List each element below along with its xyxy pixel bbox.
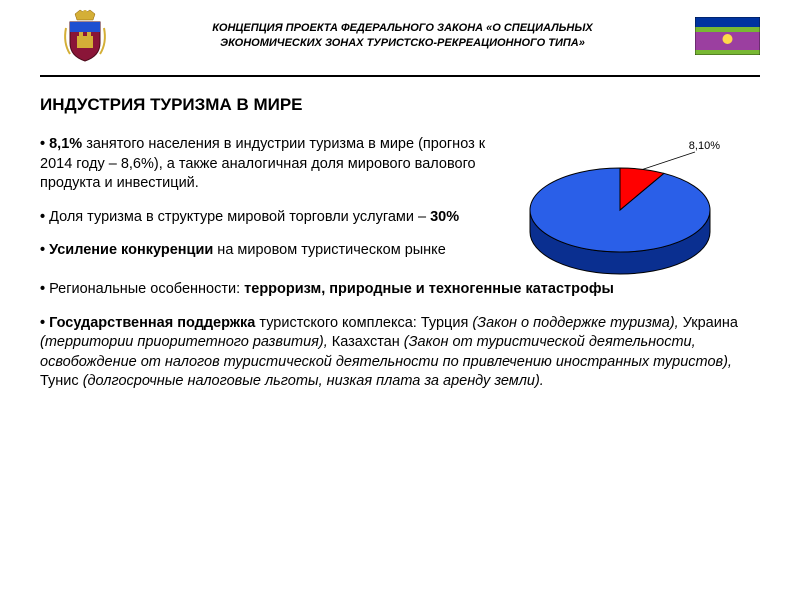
bullet-2: • Доля туризма в структуре мировой торго… <box>40 208 495 228</box>
bullet-5-i1: (Закон о поддержке туризма), <box>472 315 678 331</box>
bullet-3: • Усиление конкуренции на мировом турист… <box>40 241 495 261</box>
bullet-4-bold: терроризм, природные и техногенные катас… <box>244 281 614 297</box>
header-divider <box>40 75 760 77</box>
bullet-3-rest: на мировом туристическом рынке <box>213 242 445 258</box>
bullet-2-bold: 30% <box>430 209 459 225</box>
header-title-line1: КОНЦЕПЦИЯ ПРОЕКТА ФЕДЕРАЛЬНОГО ЗАКОНА «О… <box>212 22 592 34</box>
text-column: • 8,1% занятого населения в индустрии ту… <box>40 135 495 280</box>
header-bar: КОНЦЕПЦИЯ ПРОЕКТА ФЕДЕРАЛЬНОГО ЗАКОНА «О… <box>0 0 800 71</box>
bullet-5-c: Казахстан <box>328 334 404 350</box>
bullet-1-lead: 8,1% <box>49 136 82 152</box>
bullet-5-b: Украина <box>679 315 738 331</box>
flag-icon <box>695 17 760 55</box>
bullet-5-d: Тунис <box>40 373 83 389</box>
content-row: • 8,1% занятого населения в индустрии ту… <box>40 135 760 280</box>
bullet-2-pre: Доля туризма в структуре мировой торговл… <box>49 209 430 225</box>
pie-svg <box>510 140 740 280</box>
bullet-3-bold: Усиление конкуренции <box>49 242 213 258</box>
header-title: КОНЦЕПЦИЯ ПРОЕКТА ФЕДЕРАЛЬНОГО ЗАКОНА «О… <box>130 21 675 50</box>
bullet-5-bold: Государственная поддержка <box>49 315 255 331</box>
bullet-1: • 8,1% занятого населения в индустрии ту… <box>40 135 495 194</box>
bullet-4: • Региональные особенности: терроризм, п… <box>40 280 760 300</box>
bullet-5-i2: (территории приоритетного развития), <box>40 334 328 350</box>
pie-chart: 8,10% <box>510 140 740 280</box>
bullet-1-rest: занятого населения в индустрии туризма в… <box>40 136 485 191</box>
page-title: ИНДУСТРИЯ ТУРИЗМА В МИРЕ <box>40 95 760 115</box>
chart-column: 8,10% <box>510 135 760 280</box>
bullet-5: • Государственная поддержка туристского … <box>40 314 760 392</box>
bullet-5-a: туристского комплекса: Турция <box>255 315 472 331</box>
coat-of-arms-icon <box>60 8 110 63</box>
bullets-lower: • Региональные особенности: терроризм, п… <box>40 280 760 392</box>
header-title-line2: ЭКОНОМИЧЕСКИХ ЗОНАХ ТУРИСТСКО-РЕКРЕАЦИОН… <box>220 37 585 49</box>
pie-label: 8,10% <box>689 140 720 152</box>
bullet-4-pre: Региональные особенности: <box>49 281 244 297</box>
bullet-5-i4: (долгосрочные налоговые льготы, низкая п… <box>83 373 544 389</box>
